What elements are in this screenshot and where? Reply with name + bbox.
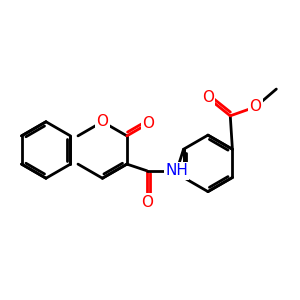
Text: O: O — [141, 194, 153, 209]
Text: O: O — [96, 114, 108, 129]
Text: O: O — [202, 91, 214, 106]
Text: O: O — [142, 116, 154, 131]
Text: NH: NH — [165, 163, 188, 178]
Text: O: O — [250, 99, 262, 114]
